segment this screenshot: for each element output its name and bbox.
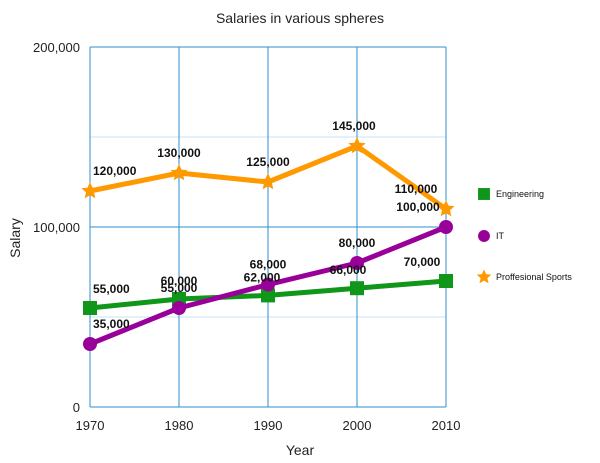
data-label: 60,000: [161, 274, 198, 288]
point-engineering: [261, 288, 275, 303]
legend-label: Engineering: [496, 189, 544, 199]
point-proffesional-sports: [170, 164, 188, 181]
legend-marker: [478, 230, 490, 242]
series-layer: [81, 137, 455, 351]
data-label: 145,000: [332, 119, 376, 133]
data-label: 125,000: [246, 155, 290, 169]
point-proffesional-sports: [259, 173, 277, 190]
data-label: 100,000: [396, 200, 440, 214]
data-label: 66,000: [330, 263, 367, 277]
point-proffesional-sports: [81, 182, 99, 199]
chart-title: Salaries in various spheres: [216, 10, 384, 26]
point-it: [261, 277, 275, 292]
y-tick-label: 200,000: [33, 40, 80, 55]
legend-marker: [478, 188, 490, 200]
point-engineering: [350, 281, 364, 296]
data-label: 35,000: [93, 317, 130, 331]
data-label: 55,000: [161, 281, 198, 295]
legend: Engineering IT Proffesional Sports: [476, 188, 572, 284]
data-label: 110,000: [395, 182, 438, 196]
data-label: 120,000: [93, 164, 137, 178]
x-axis-ticks: 1970 1980 1990 2000 2010: [76, 418, 461, 433]
x-axis-label: Year: [286, 442, 315, 458]
data-label: 68,000: [250, 258, 287, 272]
data-label: 62,000: [244, 270, 281, 284]
y-axis-ticks: 0 100,000 200,000: [33, 40, 80, 415]
data-label: 80,000: [339, 236, 376, 250]
gridlines: [89, 46, 447, 408]
point-engineering: [439, 274, 453, 288]
y-tick-label: 0: [73, 400, 80, 415]
point-it: [350, 256, 364, 270]
legend-label: IT: [496, 231, 505, 241]
point-proffesional-sports: [348, 137, 366, 154]
point-engineering: [83, 301, 97, 315]
x-tick-label: 1970: [76, 418, 105, 433]
x-tick-label: 1980: [165, 418, 194, 433]
data-label: 130,000: [157, 146, 201, 160]
point-it: [439, 220, 453, 234]
point-it: [83, 337, 97, 351]
x-tick-label: 2000: [343, 418, 372, 433]
legend-marker: [476, 269, 492, 284]
y-axis-label: Salary: [7, 218, 23, 258]
point-proffesional-sports: [437, 200, 455, 217]
data-label: 70,000: [404, 255, 441, 269]
x-tick-label: 2010: [432, 418, 461, 433]
y-tick-label: 100,000: [33, 220, 80, 235]
x-tick-label: 1990: [254, 418, 283, 433]
legend-label: Proffesional Sports: [496, 272, 572, 282]
point-it: [172, 301, 186, 315]
data-label: 55,000: [93, 282, 130, 296]
